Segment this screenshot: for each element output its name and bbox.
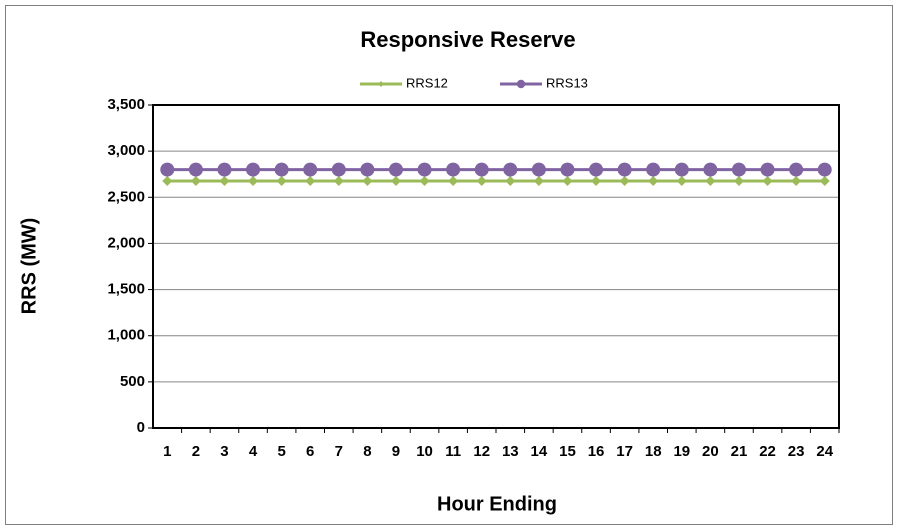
point — [533, 176, 544, 187]
point — [617, 162, 632, 177]
point — [160, 162, 175, 177]
point — [162, 176, 173, 187]
point — [190, 176, 201, 187]
y-tick-label: 0 — [137, 419, 145, 436]
y-tick-label: 3,000 — [107, 142, 145, 159]
point — [217, 162, 232, 177]
x-tick-label: 5 — [277, 443, 285, 460]
point — [303, 162, 318, 177]
point — [646, 162, 661, 177]
point — [733, 176, 744, 187]
point — [360, 162, 375, 177]
point — [305, 176, 316, 187]
point — [560, 162, 575, 177]
x-tick-label: 15 — [559, 443, 576, 460]
y-tick-label: 3,500 — [107, 96, 145, 113]
legend-marker — [378, 81, 384, 87]
point — [188, 162, 203, 177]
x-tick-label: 16 — [588, 443, 605, 460]
x-tick-label: 21 — [731, 443, 748, 460]
point — [531, 162, 546, 177]
chart-title: Responsive Reserve — [360, 27, 575, 52]
legend-label: RRS13 — [546, 75, 588, 90]
point — [791, 176, 802, 187]
x-tick-label: 2 — [192, 443, 200, 460]
point — [417, 162, 432, 177]
point — [562, 176, 573, 187]
y-tick-label: 1,000 — [107, 327, 145, 344]
x-tick-label: 24 — [816, 443, 833, 460]
point — [760, 162, 775, 177]
point — [248, 176, 259, 187]
point — [246, 162, 261, 177]
point — [390, 176, 401, 187]
x-tick-label: 7 — [335, 443, 343, 460]
point — [589, 162, 604, 177]
point — [619, 176, 630, 187]
x-tick-label: 10 — [416, 443, 433, 460]
point — [331, 162, 346, 177]
x-tick-label: 4 — [249, 443, 258, 460]
point — [789, 162, 804, 177]
x-tick-label: 20 — [702, 443, 719, 460]
point — [703, 162, 718, 177]
point — [505, 176, 516, 187]
point — [762, 176, 773, 187]
y-tick-label: 500 — [120, 373, 145, 390]
point — [419, 176, 430, 187]
y-axis-label: RRS (MW) — [18, 218, 40, 315]
x-tick-label: 12 — [473, 443, 490, 460]
y-tick-label: 1,500 — [107, 281, 145, 298]
x-tick-label: 1 — [163, 443, 171, 460]
point — [676, 176, 687, 187]
point — [219, 176, 230, 187]
point — [705, 176, 716, 187]
point — [731, 162, 746, 177]
x-axis-label: Hour Ending — [437, 493, 557, 515]
point — [362, 176, 373, 187]
legend-marker — [516, 79, 526, 89]
point — [446, 162, 461, 177]
x-tick-label: 17 — [616, 443, 633, 460]
point — [276, 176, 287, 187]
y-tick-label: 2,000 — [107, 234, 145, 251]
legend-label: RRS12 — [406, 75, 448, 90]
point — [591, 176, 602, 187]
point — [448, 176, 459, 187]
x-tick-label: 13 — [502, 443, 519, 460]
point — [274, 162, 289, 177]
point — [333, 176, 344, 187]
x-tick-label: 8 — [363, 443, 371, 460]
x-tick-label: 22 — [759, 443, 776, 460]
point — [476, 176, 487, 187]
point — [503, 162, 518, 177]
point — [819, 176, 830, 187]
point — [648, 176, 659, 187]
x-tick-label: 11 — [445, 443, 461, 460]
x-tick-label: 3 — [220, 443, 228, 460]
x-tick-label: 19 — [673, 443, 690, 460]
x-tick-label: 9 — [392, 443, 400, 460]
point — [388, 162, 403, 177]
point — [674, 162, 689, 177]
x-tick-label: 6 — [306, 443, 314, 460]
x-tick-label: 18 — [645, 443, 662, 460]
x-tick-label: 23 — [788, 443, 805, 460]
point — [817, 162, 832, 177]
y-tick-label: 2,500 — [107, 188, 145, 205]
x-tick-label: 14 — [531, 443, 548, 460]
point — [474, 162, 489, 177]
